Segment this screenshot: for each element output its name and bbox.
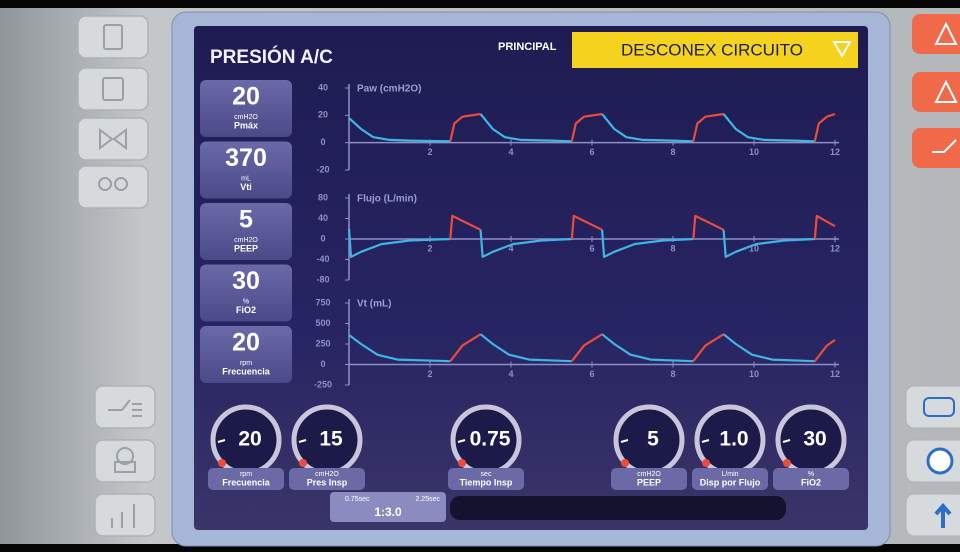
button[interactable] <box>78 68 148 110</box>
dial-label: PEEP <box>637 477 661 487</box>
button[interactable] <box>95 494 155 536</box>
dial-marker <box>783 459 791 467</box>
photo-edge <box>0 0 960 8</box>
y-tick-label: 250 <box>315 338 330 348</box>
y-tick-label: 80 <box>318 192 328 202</box>
x-tick-label: 6 <box>589 369 594 379</box>
x-tick-label: 10 <box>749 147 759 157</box>
alarm-button[interactable] <box>912 128 960 168</box>
alarm-button[interactable] <box>912 14 960 54</box>
x-tick-label: 8 <box>670 243 675 253</box>
x-tick-label: 12 <box>830 369 840 379</box>
alarm-button[interactable] <box>912 72 960 112</box>
y-tick-label: -20 <box>316 164 329 174</box>
dial-value: 20 <box>238 428 261 451</box>
waveform-title: Flujo (L/min) <box>357 194 417 205</box>
dial-marker <box>299 459 307 467</box>
x-tick-label: 2 <box>427 147 432 157</box>
dial-marker <box>702 459 710 467</box>
monitor-label: Pmáx <box>234 120 258 130</box>
y-tick-label: 750 <box>315 297 330 307</box>
ie-insp-time: 0.75sec <box>345 496 370 503</box>
dial-label: Tiempo Insp <box>460 477 513 487</box>
x-tick-label: 6 <box>589 147 594 157</box>
waveform-title: Vt (mL) <box>357 299 391 310</box>
waveform-title: Paw (cmH2O) <box>357 84 421 95</box>
status-bar <box>450 496 786 520</box>
x-tick-label: 8 <box>670 147 675 157</box>
y-tick-label: 40 <box>318 213 328 223</box>
dial-marker <box>458 459 466 467</box>
button[interactable] <box>906 494 960 536</box>
dial-value: 30 <box>803 428 826 451</box>
button[interactable] <box>906 386 960 428</box>
dial-marker <box>621 459 629 467</box>
x-tick-label: 12 <box>830 147 840 157</box>
dial-value: 5 <box>647 428 659 451</box>
y-tick-label: 20 <box>318 110 328 120</box>
dial-label: Frecuencia <box>222 477 271 487</box>
icon <box>928 449 952 473</box>
dial-value: 0.75 <box>470 428 511 451</box>
x-tick-label: 2 <box>427 369 432 379</box>
y-tick-label: 0 <box>320 233 325 243</box>
x-tick-label: 6 <box>589 243 594 253</box>
y-tick-label: -250 <box>314 379 332 389</box>
x-tick-label: 12 <box>830 243 840 253</box>
monitor-label: Vti <box>240 182 252 192</box>
dial-label: Pres Insp <box>307 477 348 487</box>
monitor-value: 30 <box>232 267 260 295</box>
x-tick-label: 8 <box>670 369 675 379</box>
monitor-label: FiO2 <box>236 305 256 315</box>
button[interactable] <box>78 166 148 208</box>
dial-label: Disp por Flujo <box>700 477 761 487</box>
setting-dial[interactable]: 30%FiO2 <box>773 407 849 490</box>
x-tick-label: 2 <box>427 243 432 253</box>
dial-value: 15 <box>319 428 343 451</box>
mode-title: PRESIÓN A/C <box>210 46 333 68</box>
monitor-value: 370 <box>225 144 267 172</box>
monitor-value: 20 <box>232 329 260 357</box>
button[interactable] <box>78 16 148 58</box>
monitor-label: Frecuencia <box>222 366 271 376</box>
y-tick-label: 500 <box>315 318 330 328</box>
ie-ratio: 1:3.0 <box>374 505 402 519</box>
y-tick-label: 0 <box>320 359 325 369</box>
y-tick-label: -40 <box>316 254 329 264</box>
dial-label: FiO2 <box>801 477 821 487</box>
ventilator-screen: PRESIÓN A/C PRINCIPAL DESCONEX CIRCUITO … <box>0 0 960 552</box>
x-tick-label: 10 <box>749 369 759 379</box>
x-tick-label: 4 <box>508 369 513 379</box>
y-tick-label: -80 <box>316 274 329 284</box>
x-tick-label: 4 <box>508 147 513 157</box>
dial-value: 1.0 <box>719 428 748 451</box>
monitor-label: PEEP <box>234 243 258 253</box>
page: {"header": {"title": "PRESIÓN A/C", "tab… <box>0 0 960 552</box>
ie-exp-time: 2.25sec <box>415 496 440 503</box>
y-tick-label: 0 <box>320 137 325 147</box>
alarm-message: DESCONEX CIRCUITO <box>621 40 803 59</box>
monitor-value: 5 <box>239 206 253 234</box>
monitor-value: 20 <box>232 83 260 111</box>
y-tick-label: 40 <box>318 82 328 92</box>
tab[interactable]: PRINCIPAL <box>498 41 557 53</box>
dial-marker <box>218 459 226 467</box>
